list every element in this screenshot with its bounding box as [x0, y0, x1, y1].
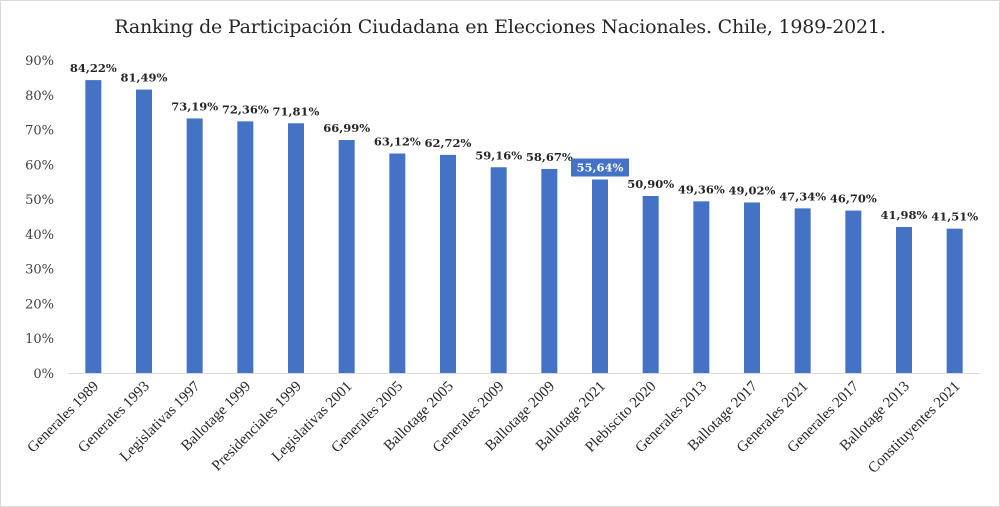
bar: [136, 89, 152, 373]
y-tick-label: 90%: [25, 54, 54, 69]
bar: [744, 202, 760, 373]
data-label: 71,81%: [273, 104, 320, 118]
data-label: 73,19%: [171, 99, 218, 113]
x-tick-label: Constituyentes 2021: [865, 379, 963, 477]
bar: [794, 208, 811, 373]
bar: [186, 118, 203, 373]
data-label: 59,16%: [475, 148, 522, 162]
data-label: 46,70%: [830, 192, 877, 206]
data-label: 49,36%: [678, 182, 725, 196]
bar: [896, 227, 912, 373]
bar: [946, 228, 963, 373]
bar: [845, 210, 862, 373]
chart-title: Ranking de Participación Ciudadana en El…: [114, 16, 886, 38]
data-label: 84,22%: [70, 61, 117, 75]
x-tick-label: Presidenciales 1999: [209, 379, 305, 475]
data-label: 63,12%: [374, 134, 421, 148]
y-tick-label: 40%: [25, 228, 54, 243]
data-label: 62,72%: [425, 136, 472, 150]
data-label: 66,99%: [323, 121, 370, 135]
data-label: 72,36%: [222, 102, 269, 116]
y-tick-label: 20%: [25, 297, 54, 312]
data-label: 49,02%: [729, 184, 776, 198]
data-labels: 84,22% 81,49%73,19% 72,36% 71,81%66,99% 63,1…: [70, 61, 978, 224]
data-label: 41,98%: [881, 208, 928, 222]
bar: [642, 195, 659, 373]
bar: [389, 153, 406, 373]
bar: [237, 121, 254, 374]
y-tick-label: 70%: [25, 124, 54, 139]
data-label-highlight: [571, 158, 629, 177]
y-tick-label: 60%: [25, 158, 54, 173]
bar: [541, 168, 558, 373]
bar: [490, 167, 507, 373]
bar: [85, 80, 102, 373]
y-tick-label: 50%: [25, 193, 54, 208]
bar: [338, 140, 355, 373]
data-label: 55,64%: [577, 160, 624, 174]
data-label: 47,34%: [779, 189, 826, 203]
y-tick-label: 0%: [33, 367, 54, 382]
bar: [288, 123, 304, 374]
y-axis: 0% 10% 20% 30% 40% 50% 60% 70% 80% 90%: [25, 54, 54, 382]
bar: [592, 179, 608, 373]
bar: [440, 154, 456, 373]
data-label: 81,49%: [121, 71, 168, 85]
data-label: 58,67%: [526, 150, 573, 164]
y-tick-label: 80%: [25, 89, 54, 104]
data-label: 41,51%: [931, 210, 978, 224]
data-label: 50,90%: [627, 177, 674, 191]
y-tick-label: 30%: [25, 263, 54, 278]
y-tick-label: 10%: [25, 332, 54, 347]
bars: [85, 80, 963, 374]
bar: [693, 201, 710, 373]
